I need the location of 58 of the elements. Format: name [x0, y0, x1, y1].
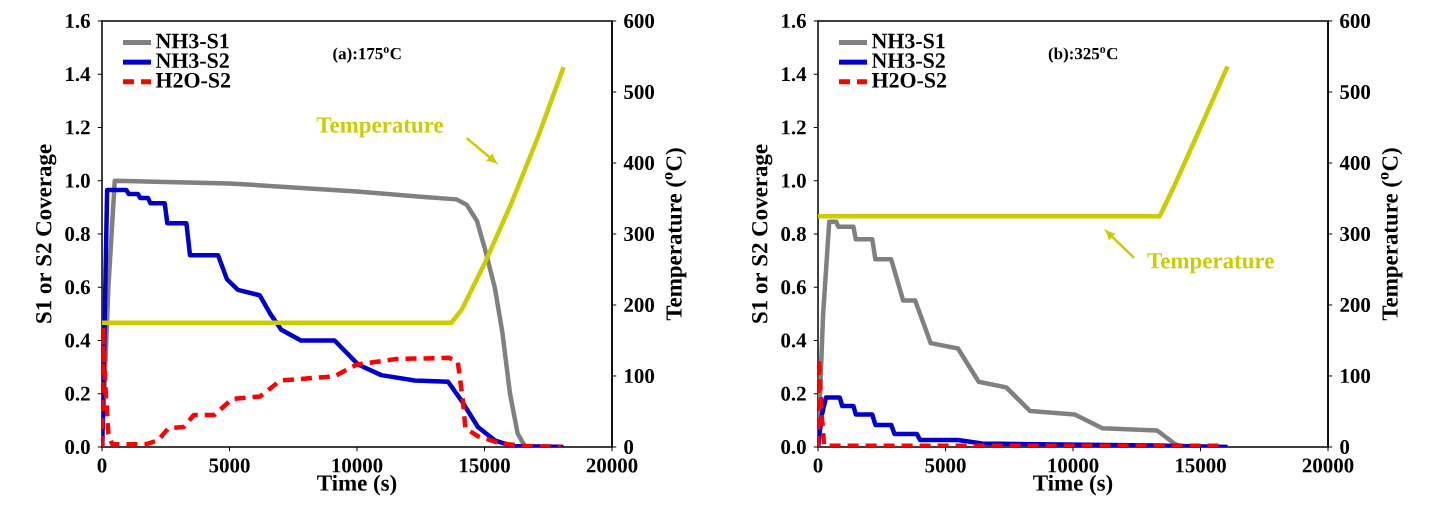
text: (b):325$^{o}$C [1048, 47, 1118, 63]
y2-tick-label: 200 [1340, 297, 1371, 313]
y-tick-label: 0.2 [65, 386, 90, 401]
y-tick-label: 0.0 [781, 439, 806, 455]
y-axis-title: S1 or S2 Coverage [752, 144, 773, 323]
text: Temperature [316, 117, 444, 138]
y2-tick-label: 100 [1341, 368, 1371, 384]
y-tick-label: 0.2 [781, 386, 806, 401]
y-tick-label: 1.6 [66, 13, 90, 29]
x-tick-label: 5000 [925, 458, 966, 473]
y2-tick-label: 200 [624, 297, 655, 313]
y-tick-label: 0.8 [781, 226, 806, 242]
y-tick-label: 0.6 [65, 280, 90, 295]
y2-tick-label: 0 [1340, 439, 1350, 455]
legend-label: H2O-S2 [155, 72, 231, 88]
y-tick-label: 0.4 [65, 333, 91, 348]
y2-tick-label: 300 [1340, 226, 1371, 242]
y2-axis-title: Temperature ($^{o}$C) [664, 148, 687, 321]
x-tick-label: 10000 [1048, 458, 1099, 473]
y2-tick-label: 400 [1339, 155, 1371, 171]
x-tick-label: 20000 [1302, 458, 1354, 473]
y-tick-label: 1.4 [782, 67, 807, 82]
legend-label: NH3-S1 [155, 33, 229, 49]
legend-label: NH3-S2 [871, 53, 945, 69]
y-tick-label: 1.4 [66, 67, 91, 82]
y2-tick-label: 500 [624, 84, 655, 100]
legend-label: NH3-S1 [871, 33, 945, 49]
x-tick-label: 5000 [209, 458, 250, 473]
y2-tick-label: 500 [1340, 84, 1371, 100]
x-tick-label: 20000 [586, 458, 638, 473]
y-tick-label: 0.8 [65, 226, 90, 242]
y-tick-label: 0.4 [781, 333, 807, 348]
y2-tick-label: 600 [624, 13, 655, 29]
y2-axis-title: Temperature ($^{o}$C) [1380, 148, 1403, 321]
y-tick-label: 0.0 [65, 439, 90, 455]
series-label: Temperature [1147, 253, 1274, 274]
y-tick-label: 1.0 [782, 173, 806, 188]
x-tick-label: 0 [813, 458, 823, 473]
x-tick-label: 0 [97, 458, 107, 473]
y2-tick-label: 300 [624, 226, 655, 242]
y-tick-label: 1.6 [782, 13, 806, 29]
y-tick-label: 1.2 [66, 120, 90, 135]
x-tick-label: 15000 [460, 458, 510, 473]
x-axis-title: Time (s) [1033, 474, 1113, 496]
text: (a):175$^{o}$C [333, 47, 401, 63]
y2-tick-label: 0 [624, 439, 634, 455]
y2-tick-label: 100 [625, 368, 655, 384]
y-axis-title: S1 or S2 Coverage [36, 144, 57, 323]
y-tick-label: 1.2 [782, 120, 806, 135]
x-axis-title: Time (s) [317, 474, 397, 496]
legend-label: H2O-S2 [871, 72, 947, 88]
y-tick-label: 0.6 [781, 280, 806, 295]
legend-label: NH3-S2 [155, 53, 229, 69]
x-tick-label: 15000 [1176, 458, 1226, 473]
y-tick-label: 1.0 [66, 173, 90, 188]
x-tick-label: 10000 [332, 458, 383, 473]
y2-tick-label: 600 [1340, 13, 1371, 29]
y2-tick-label: 400 [623, 155, 655, 171]
